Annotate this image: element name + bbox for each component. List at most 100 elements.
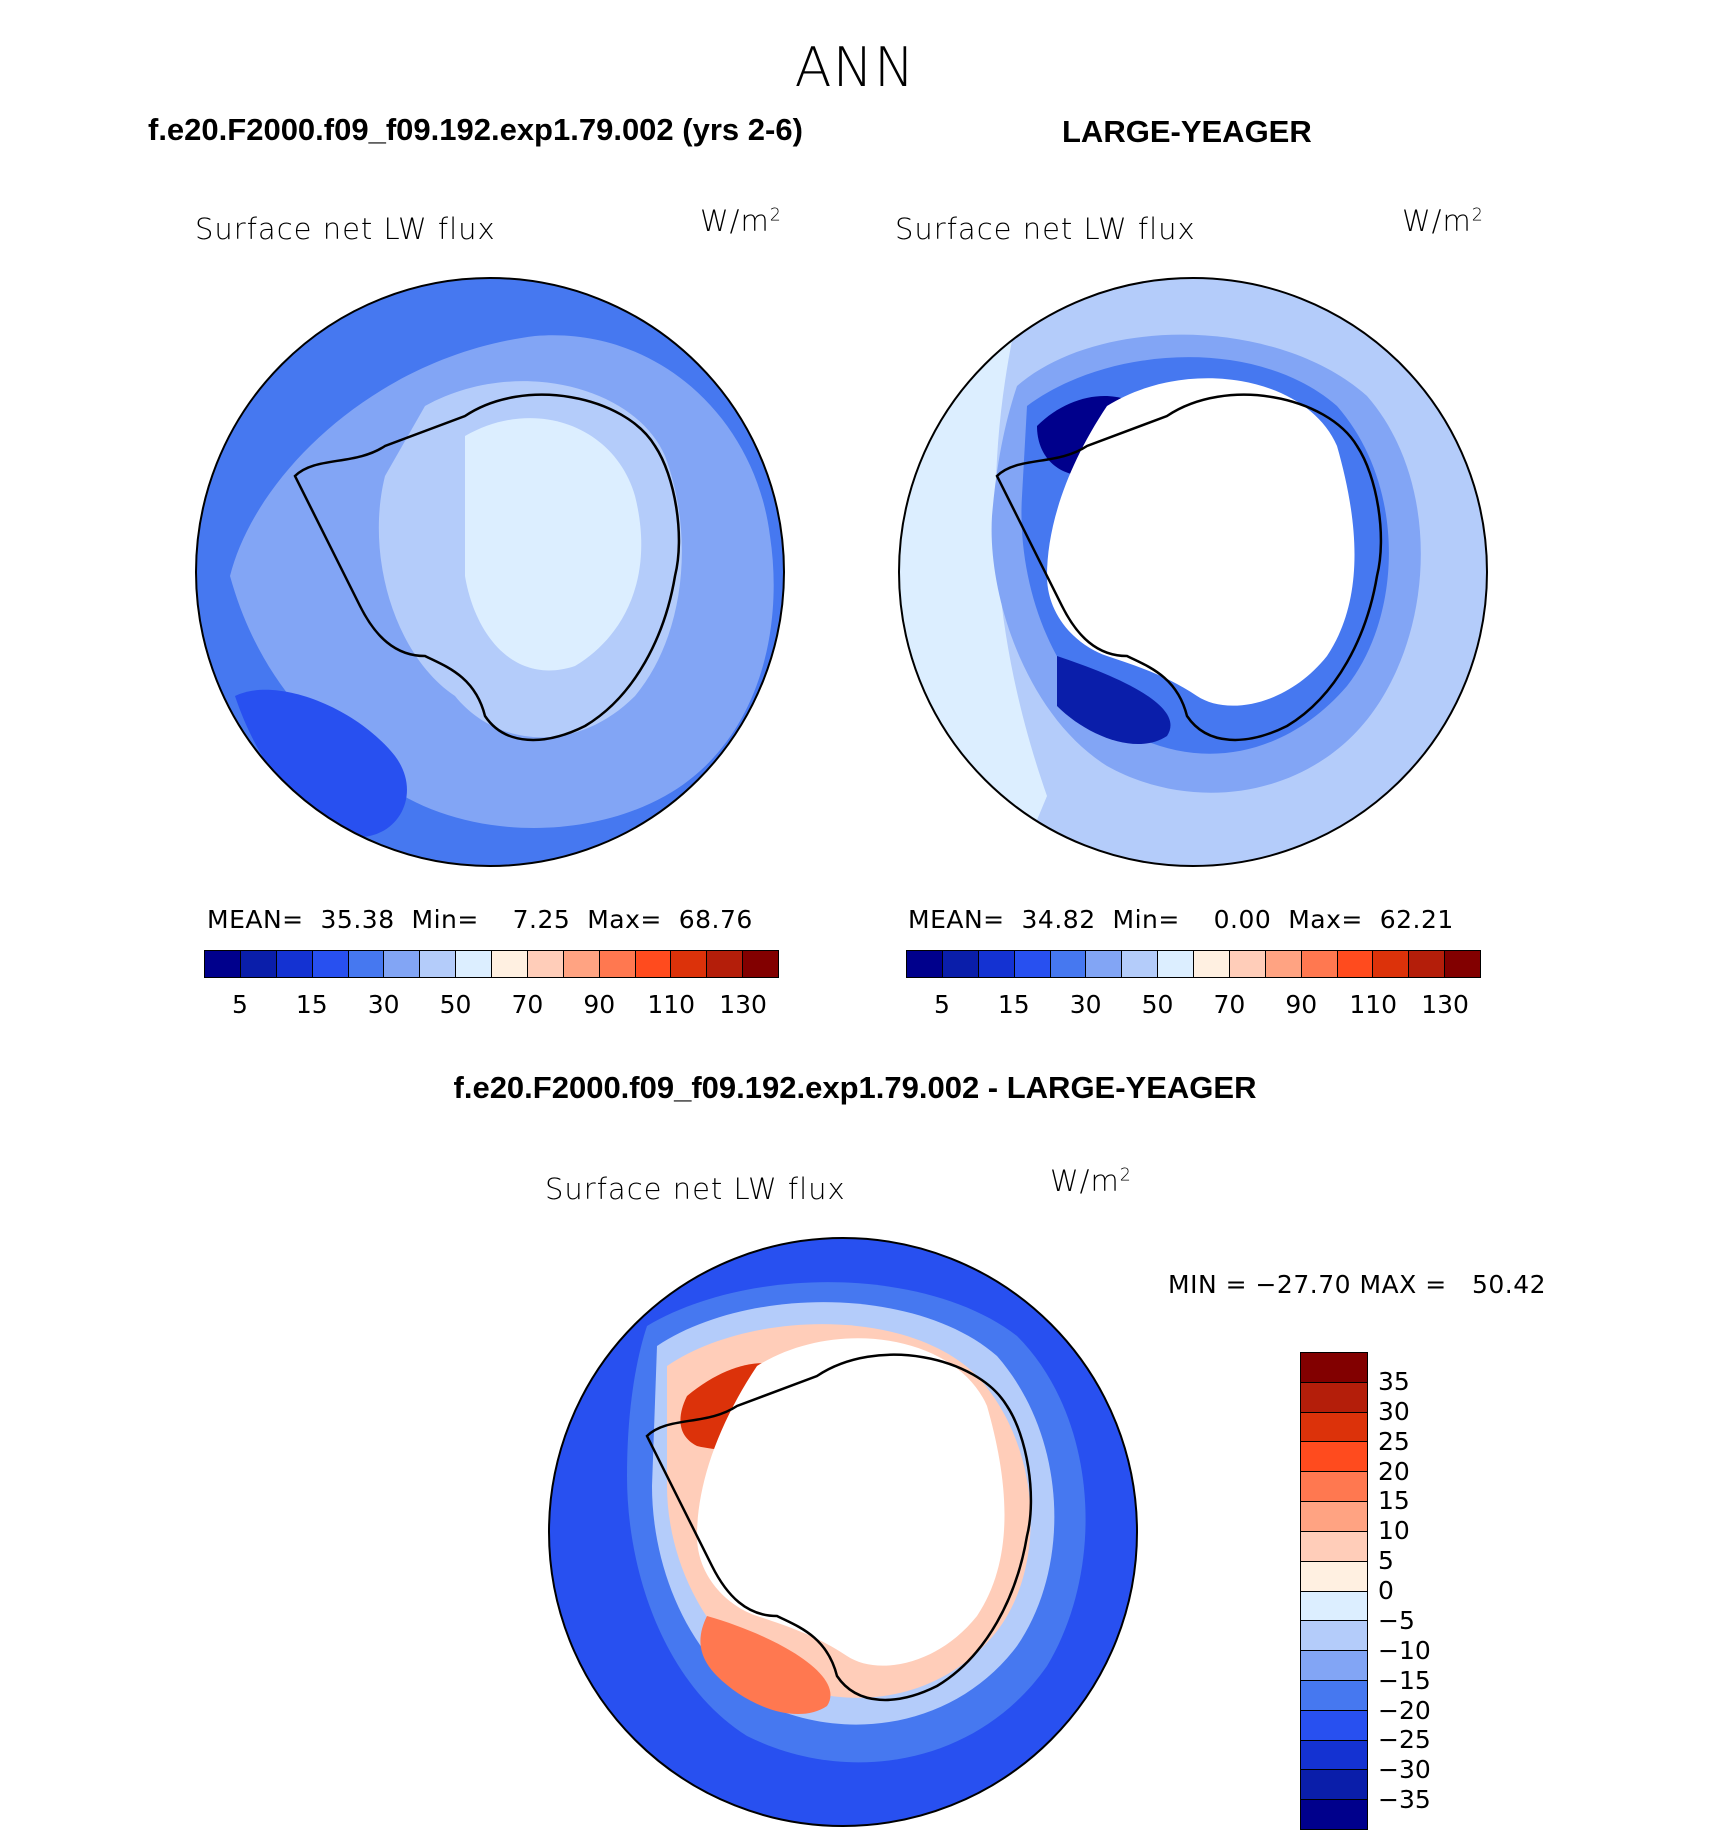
colorbar-swatch xyxy=(276,951,313,977)
colorbar-tick-label: 90 xyxy=(583,990,616,1019)
colorbar-tick-label: 5 xyxy=(933,990,950,1019)
colorbar-tick-label: 10 xyxy=(1378,1516,1410,1546)
panel3-continent-mask xyxy=(697,1338,1005,1666)
panel2-stats: MEAN= 34.82 Min= 0.00 Max= 62.21 xyxy=(908,905,1454,934)
colorbar-tick-label: −15 xyxy=(1378,1665,1431,1695)
colorbar-tick-label: 0 xyxy=(1378,1576,1394,1605)
colorbar-swatch xyxy=(635,951,672,977)
panel2-antarctica-coast xyxy=(995,393,1383,742)
colorbar-swatch xyxy=(205,951,241,977)
panel1-antarctica-coast xyxy=(293,393,681,742)
colorbar-tick-label: 50 xyxy=(1141,990,1174,1019)
panel1-units: W/m2 xyxy=(700,204,782,238)
colorbar-swatch xyxy=(1014,951,1051,977)
colorbar-swatch xyxy=(1445,951,1480,977)
colorbar-tick-label: 15 xyxy=(1378,1486,1410,1516)
colorbar-swatch xyxy=(1409,951,1446,977)
panel2-units: W/m2 xyxy=(1402,204,1484,238)
colorbar-tick-label: 130 xyxy=(1421,990,1469,1019)
colorbar-swatch xyxy=(1301,1412,1367,1443)
colorbar-swatch xyxy=(1229,951,1266,977)
colorbar-tick-label: −30 xyxy=(1378,1755,1431,1785)
colorbar-tick-label: 5 xyxy=(1378,1546,1394,1576)
panel1-colorbar xyxy=(204,950,779,978)
colorbar-swatch xyxy=(1050,951,1087,977)
panel3-zone-pos15-south xyxy=(700,1616,831,1715)
panel2-variable-label: Surface net LW flux xyxy=(895,212,1196,246)
colorbar-tick-label: 90 xyxy=(1285,990,1318,1019)
colorbar-tick-label: 70 xyxy=(511,990,544,1019)
colorbar-swatch xyxy=(492,951,528,977)
colorbar-swatch xyxy=(1301,951,1338,977)
colorbar-swatch xyxy=(1301,1353,1367,1383)
colorbar-swatch xyxy=(1301,1710,1367,1741)
colorbar-tick-label: −25 xyxy=(1378,1725,1431,1755)
colorbar-tick-label: 70 xyxy=(1213,990,1246,1019)
colorbar-swatch xyxy=(1301,1800,1367,1829)
panel1-zone-low xyxy=(235,689,407,838)
difference-panel-header: f.e20.F2000.f09_f09.192.exp1.79.002 - LA… xyxy=(453,1070,1257,1105)
panel3-map xyxy=(548,1237,1138,1827)
panel3-colorbar xyxy=(1300,1352,1368,1830)
colorbar-swatch xyxy=(1301,1502,1367,1532)
colorbar-swatch xyxy=(1301,1680,1367,1711)
colorbar-swatch xyxy=(1301,1770,1367,1801)
colorbar-tick-label: −5 xyxy=(1378,1605,1415,1635)
colorbar-tick-label: −20 xyxy=(1378,1695,1431,1725)
colorbar-swatch xyxy=(1301,1472,1367,1503)
panel1-map xyxy=(195,277,785,867)
colorbar-swatch xyxy=(1301,1651,1367,1681)
colorbar-swatch xyxy=(1301,1531,1367,1562)
panel2-colorbar xyxy=(906,950,1481,978)
colorbar-swatch xyxy=(1122,951,1159,977)
panel3-colorbar-ticks: 35 30 25 20 15 10 5 0 −5 −10 −15 −20 −25 −30 −35 xyxy=(1378,1352,1498,1830)
colorbar-swatch xyxy=(527,951,564,977)
colorbar-swatch xyxy=(1301,1740,1367,1771)
figure-title: ANN xyxy=(794,36,916,99)
colorbar-swatch xyxy=(348,951,385,977)
colorbar-swatch xyxy=(420,951,457,977)
panel1-map-border xyxy=(195,277,785,867)
colorbar-swatch xyxy=(1158,951,1194,977)
panel2-colorbar-ticks: 5 15 30 50 70 90 110 130 xyxy=(906,990,1481,1022)
right-panel-header: LARGE-YEAGER xyxy=(1062,114,1312,149)
colorbar-swatch xyxy=(456,951,492,977)
colorbar-swatch xyxy=(671,951,708,977)
panel2-map-border xyxy=(898,277,1488,867)
colorbar-swatch xyxy=(743,951,778,977)
panel3-antarctica-coast xyxy=(645,1353,1033,1702)
panel2-zone-min-south xyxy=(1057,656,1171,745)
left-panel-header: f.e20.F2000.f09_f09.192.exp1.79.002 (yrs… xyxy=(148,112,803,147)
colorbar-tick-label: 30 xyxy=(1069,990,1102,1019)
colorbar-swatch xyxy=(240,951,277,977)
colorbar-tick-label: 30 xyxy=(367,990,400,1019)
colorbar-tick-label: 50 xyxy=(439,990,472,1019)
colorbar-swatch xyxy=(1194,951,1230,977)
colorbar-swatch xyxy=(907,951,943,977)
colorbar-swatch xyxy=(1086,951,1123,977)
panel3-map-border xyxy=(548,1237,1138,1827)
panel3-units: W/m2 xyxy=(1050,1164,1132,1198)
colorbar-swatch xyxy=(1301,1621,1367,1652)
colorbar-swatch xyxy=(312,951,349,977)
colorbar-swatch xyxy=(1301,1591,1367,1622)
colorbar-swatch xyxy=(978,951,1015,977)
panel1-zone-interior xyxy=(465,418,642,671)
colorbar-swatch xyxy=(563,951,600,977)
colorbar-swatch xyxy=(1373,951,1410,977)
colorbar-tick-label: 15 xyxy=(295,990,328,1019)
colorbar-tick-label: −10 xyxy=(1378,1635,1431,1665)
panel2-continent-mask xyxy=(1047,378,1355,706)
panel1-stats: MEAN= 35.38 Min= 7.25 Max= 68.76 xyxy=(207,905,753,934)
colorbar-tick-label: 110 xyxy=(647,990,696,1019)
colorbar-tick-label: 25 xyxy=(1378,1426,1410,1456)
colorbar-tick-label: 20 xyxy=(1378,1456,1410,1486)
colorbar-swatch xyxy=(942,951,979,977)
colorbar-swatch xyxy=(599,951,636,977)
panel1-variable-label: Surface net LW flux xyxy=(195,212,496,246)
panel3-variable-label: Surface net LW flux xyxy=(545,1172,846,1206)
colorbar-tick-label: 110 xyxy=(1349,990,1398,1019)
colorbar-tick-label: 35 xyxy=(1378,1366,1410,1396)
colorbar-swatch xyxy=(1301,1442,1367,1473)
colorbar-swatch xyxy=(1337,951,1374,977)
